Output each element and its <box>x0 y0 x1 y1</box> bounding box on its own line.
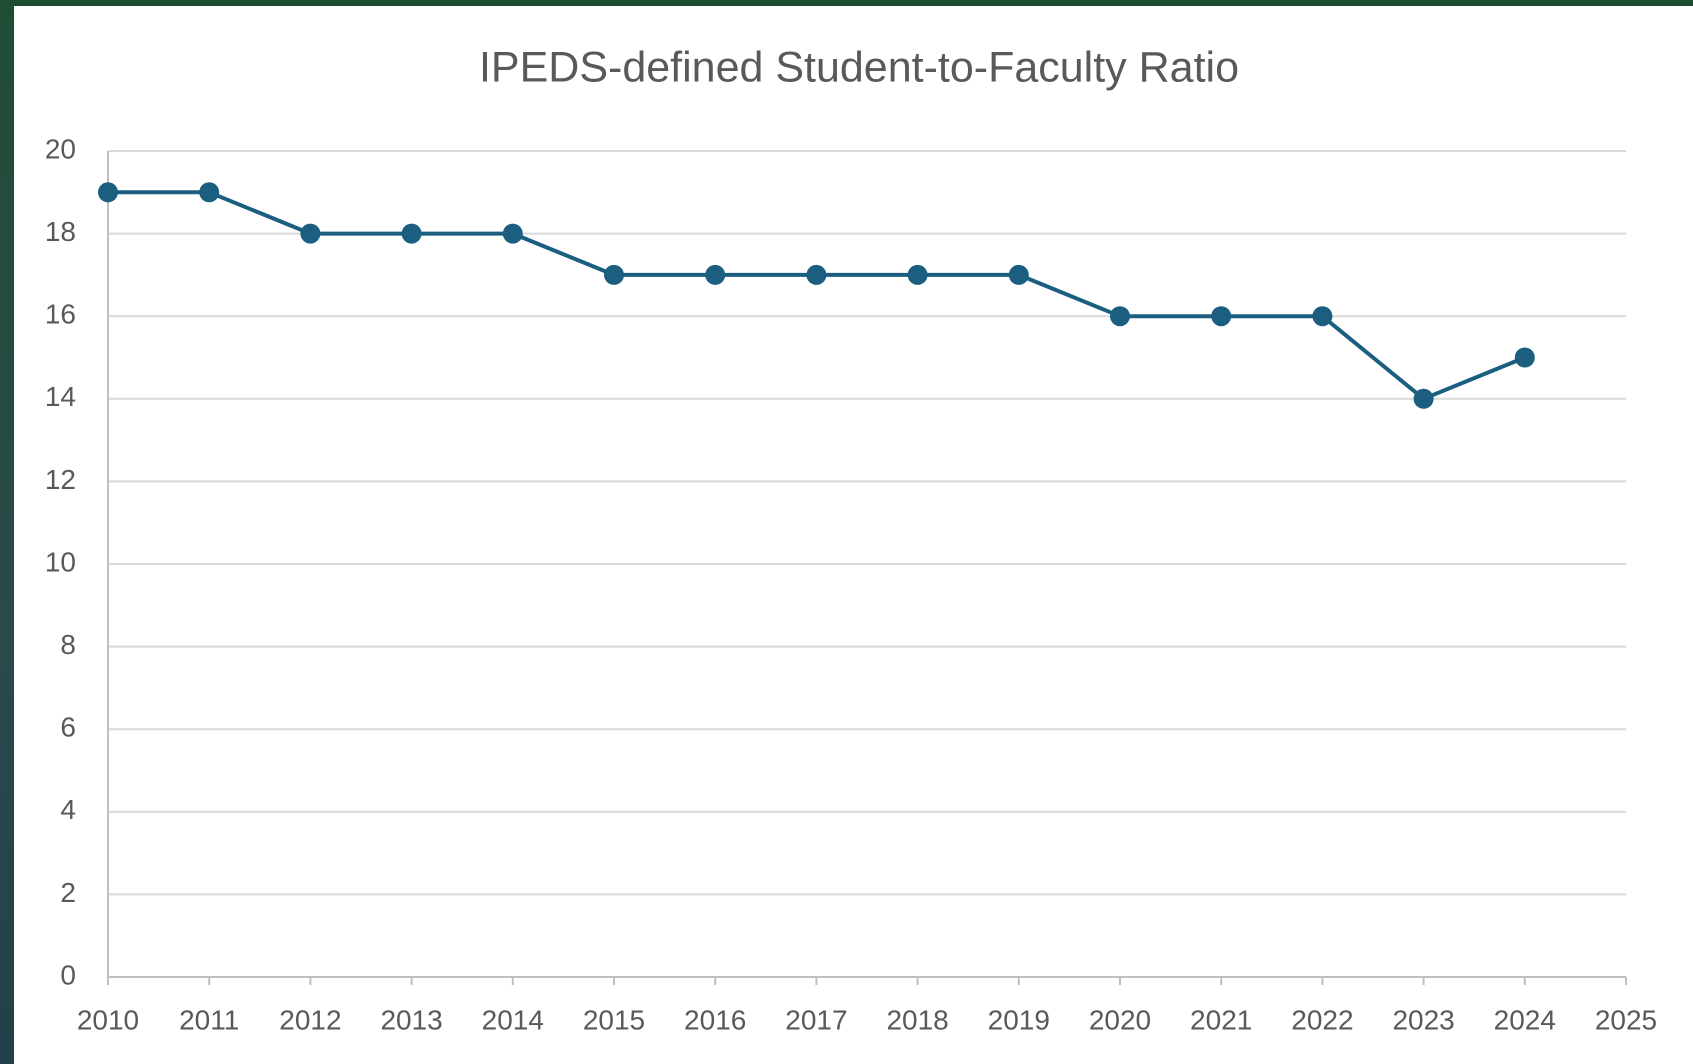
data-point <box>604 264 624 285</box>
y-tick-label: 16 <box>45 299 76 330</box>
x-tick-label: 2017 <box>785 1004 847 1035</box>
y-tick-label: 6 <box>60 712 76 743</box>
x-tick-label: 2020 <box>1089 1004 1151 1035</box>
line-series <box>108 190 1526 401</box>
x-tick-label: 2024 <box>1494 1004 1556 1035</box>
x-tick-label: 2016 <box>684 1004 746 1035</box>
data-point <box>907 264 928 285</box>
x-tick-label: 2014 <box>482 1004 544 1035</box>
x-tick-label: 2011 <box>179 1004 239 1035</box>
data-point <box>1413 388 1434 409</box>
chart-panel <box>14 6 1693 1064</box>
data-point <box>1514 347 1535 368</box>
chart-title: IPEDS-defined Student-to-Faculty Ratio <box>479 43 1239 91</box>
y-tick-label: 4 <box>60 794 76 825</box>
x-tick-label: 2021 <box>1190 1004 1252 1035</box>
data-point <box>98 182 118 203</box>
data-point <box>199 182 220 203</box>
x-tick-label: 2025 <box>1595 1004 1657 1035</box>
data-point <box>300 223 321 244</box>
y-tick-label: 8 <box>60 629 76 660</box>
x-tick-label: 2015 <box>583 1004 645 1035</box>
y-tick-label: 2 <box>60 877 76 908</box>
data-point <box>705 264 726 285</box>
data-point <box>401 223 422 244</box>
data-point <box>502 223 523 244</box>
y-tick-label: 18 <box>45 216 76 247</box>
x-tick-label: 2022 <box>1291 1004 1353 1035</box>
x-tick-label: 2023 <box>1392 1004 1454 1035</box>
x-tick-label: 2013 <box>380 1004 442 1035</box>
y-tick-label: 20 <box>45 133 76 164</box>
y-tick-label: 12 <box>45 464 76 495</box>
data-point <box>1211 306 1232 327</box>
data-point <box>1110 306 1130 327</box>
data-point <box>1312 306 1333 327</box>
x-tick-label: 2019 <box>988 1004 1050 1035</box>
x-tick-label: 2018 <box>886 1004 948 1035</box>
y-tick-label: 0 <box>60 959 76 990</box>
data-point <box>806 264 827 285</box>
x-tick-label: 2012 <box>279 1004 341 1035</box>
y-tick-label: 10 <box>45 546 76 577</box>
x-tick-label: 2010 <box>77 1004 139 1035</box>
data-point <box>1008 264 1029 285</box>
y-tick-label: 14 <box>45 381 76 412</box>
